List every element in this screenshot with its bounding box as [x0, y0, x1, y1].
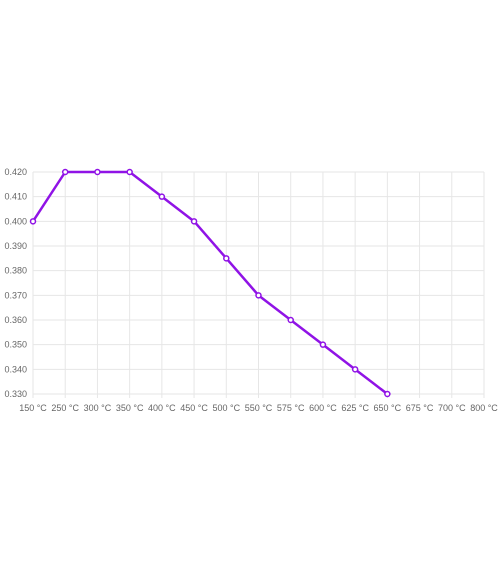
x-tick-label: 800 °C — [470, 403, 498, 413]
x-tick-label: 650 °C — [374, 403, 402, 413]
y-tick-label: 0.400 — [4, 216, 27, 226]
x-tick-label: 600 °C — [309, 403, 337, 413]
y-tick-label: 0.380 — [4, 266, 27, 276]
data-point — [61, 168, 69, 176]
x-tick-label: 250 °C — [51, 403, 79, 413]
x-tick-label: 350 °C — [116, 403, 144, 413]
x-tick-label: 625 °C — [341, 403, 369, 413]
data-point — [190, 218, 198, 225]
grid-lines — [32, 171, 485, 398]
data-point — [319, 341, 327, 348]
x-tick-label: 150 °C — [19, 403, 47, 413]
data-point — [158, 193, 166, 200]
y-tick-label: 0.350 — [4, 340, 27, 350]
y-tick-label: 0.410 — [4, 192, 27, 202]
y-tick-label: 0.340 — [4, 364, 27, 374]
y-tick-label: 0.370 — [4, 290, 27, 300]
y-tick-label: 0.420 — [4, 167, 27, 177]
y-tick-label: 0.330 — [4, 389, 27, 399]
data-point — [126, 168, 133, 176]
data-point — [94, 168, 101, 176]
data-point — [351, 366, 359, 373]
data-point — [287, 316, 294, 324]
x-tick-label: 300 °C — [84, 403, 112, 413]
series-layer — [29, 168, 391, 398]
x-tick-label: 700 °C — [438, 403, 466, 413]
x-tick-label: 450 °C — [180, 403, 208, 413]
y-axis-tick-labels: 0.420 0.410 0.400 0.390 0.380 0.370 0.360 0.350… — [4, 167, 27, 399]
y-tick-label: 0.360 — [4, 315, 27, 325]
x-tick-label: 550 °C — [245, 403, 273, 413]
x-tick-label: 500 °C — [212, 403, 240, 413]
x-axis-tick-labels: 150 °C 250 °C 300 °C 350 °C 400 °C 450 °C 500 … — [19, 403, 498, 413]
y-tick-label: 0.390 — [4, 241, 27, 251]
x-tick-label: 575 °C — [277, 403, 305, 413]
data-point — [255, 292, 262, 299]
series-line — [31, 170, 389, 396]
x-tick-label: 400 °C — [148, 403, 176, 413]
data-point — [223, 255, 230, 262]
x-tick-label: 675 °C — [406, 403, 434, 413]
data-point — [384, 390, 391, 398]
data-point — [29, 218, 37, 225]
